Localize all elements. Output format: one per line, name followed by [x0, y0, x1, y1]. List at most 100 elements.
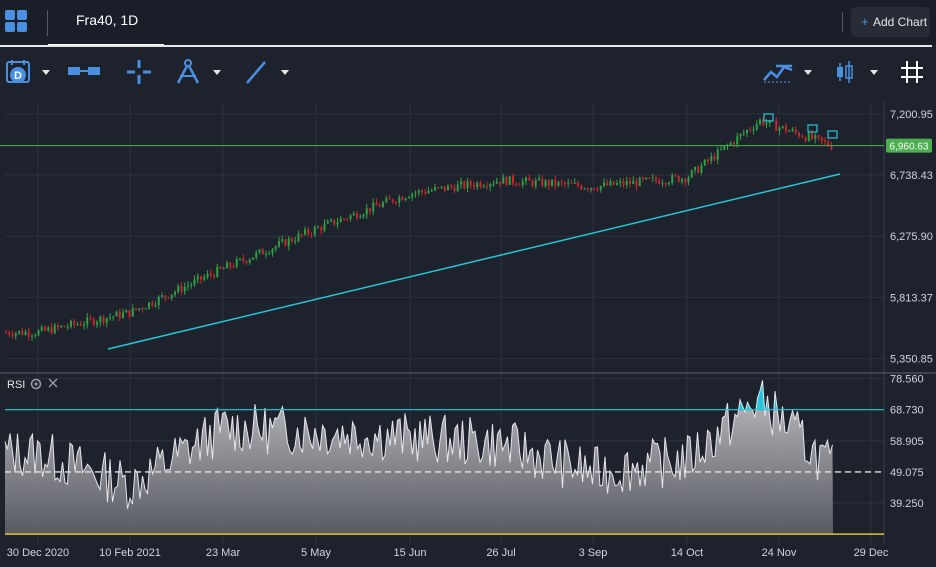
- indicators-icon[interactable]: [762, 58, 794, 86]
- candle-body: [245, 260, 248, 263]
- candle-body: [141, 308, 144, 310]
- candle-body: [417, 190, 420, 193]
- candle-body: [427, 190, 430, 194]
- candle-body: [34, 335, 37, 337]
- candle-body: [521, 181, 524, 186]
- rsi-tick-label: 78.560: [890, 374, 924, 386]
- candle-body: [206, 273, 209, 278]
- candle-body: [827, 141, 830, 146]
- candlestick-type-icon[interactable]: [834, 58, 856, 86]
- candle-body: [157, 296, 160, 306]
- candle-body: [281, 239, 284, 242]
- candle-body: [710, 156, 713, 161]
- candle-body: [330, 219, 332, 222]
- candle-body: [739, 133, 742, 137]
- candle-body: [486, 186, 488, 188]
- candle-body: [590, 188, 592, 190]
- candle-body: [544, 180, 547, 187]
- candle-body: [450, 185, 453, 188]
- candle-body: [512, 176, 514, 184]
- candle-body: [421, 190, 423, 192]
- candle-body: [76, 324, 79, 326]
- candle-body: [219, 266, 222, 269]
- candle-body: [798, 132, 800, 137]
- price-tick-label: 6,738.43: [890, 170, 933, 182]
- candle-body: [112, 316, 115, 318]
- candle-body: [690, 170, 693, 178]
- candle-body: [736, 136, 739, 145]
- close-icon[interactable]: [48, 378, 58, 388]
- candle-body: [791, 129, 794, 131]
- layout-grid-icon[interactable]: [5, 10, 29, 34]
- chart-area[interactable]: 7,200.95 6,738.43 6,275.90 5,813.37 5,350.85…: [0, 96, 936, 562]
- candle-body: [261, 249, 264, 255]
- candle-body: [502, 176, 505, 184]
- measure-icon[interactable]: [67, 58, 101, 86]
- candle-body: [18, 330, 20, 334]
- candle-body: [57, 325, 59, 328]
- candle-body: [700, 165, 703, 173]
- chevron-down-icon[interactable]: [870, 70, 878, 75]
- price-panel: 7,200.95 6,738.43 6,275.90 5,813.37 5,350.85…: [0, 109, 933, 366]
- candle-body: [781, 126, 784, 128]
- compass-drawing-icon[interactable]: [174, 58, 202, 86]
- event-marker: [827, 130, 838, 139]
- candle-body: [21, 330, 24, 335]
- candle-body: [216, 266, 219, 278]
- candle-body: [255, 252, 258, 258]
- candle-body: [570, 182, 573, 184]
- candle-body: [242, 258, 245, 261]
- candle-body: [622, 181, 625, 186]
- candle-body: [687, 177, 690, 183]
- rsi-tick-label: 68.730: [890, 405, 924, 417]
- candle-body: [174, 291, 176, 295]
- candle-body: [560, 181, 563, 183]
- candle-body: [167, 297, 170, 299]
- candle-body: [89, 317, 92, 319]
- candle-body: [785, 126, 787, 132]
- crosshair-icon[interactable]: [126, 58, 152, 86]
- candle-body: [567, 182, 570, 185]
- add-chart-button[interactable]: + Add Chart: [851, 7, 930, 37]
- candle-body: [209, 273, 212, 276]
- candle-body: [213, 275, 215, 278]
- candle-body: [232, 266, 235, 268]
- candle-body: [369, 208, 371, 212]
- candle-body: [378, 205, 381, 207]
- candle-body: [625, 181, 628, 186]
- candle-body: [674, 175, 677, 177]
- candle-body: [749, 130, 752, 132]
- candle-body: [733, 142, 735, 145]
- candle-body: [154, 305, 157, 307]
- candle-body: [388, 198, 391, 200]
- event-marker: [763, 113, 774, 122]
- candle-body: [642, 177, 644, 180]
- price-badge-bg: [886, 138, 932, 153]
- chart-svg[interactable]: 7,200.95 6,738.43 6,275.90 5,813.37 5,350.85…: [0, 96, 936, 562]
- candle-body: [343, 218, 345, 220]
- price-tick-label: 5,350.85: [890, 354, 933, 366]
- candle-body: [583, 188, 586, 190]
- calendar-interval-icon[interactable]: D: [5, 58, 33, 86]
- price-tick-label: 5,813.37: [890, 292, 933, 304]
- candle-body: [593, 188, 596, 190]
- candle-body: [128, 310, 131, 317]
- gridlines-toggle-icon[interactable]: [899, 58, 925, 86]
- candle-body: [284, 239, 287, 246]
- chevron-down-icon[interactable]: [42, 70, 50, 75]
- candle-body: [193, 279, 196, 285]
- settings-icon[interactable]: [30, 378, 42, 390]
- trendline-tool-icon[interactable]: [244, 58, 268, 86]
- candle-body: [456, 184, 459, 192]
- candle-body: [671, 175, 674, 183]
- candle-body: [190, 284, 193, 286]
- chevron-down-icon[interactable]: [281, 70, 289, 75]
- candle-body: [122, 312, 124, 318]
- candle-body: [313, 227, 316, 235]
- candle-body: [677, 176, 680, 182]
- chart-tab[interactable]: Fra40, 1D: [48, 0, 164, 46]
- chevron-down-icon[interactable]: [804, 70, 812, 75]
- candle-body: [375, 202, 378, 206]
- chevron-down-icon[interactable]: [213, 70, 221, 75]
- candle-body: [115, 311, 118, 317]
